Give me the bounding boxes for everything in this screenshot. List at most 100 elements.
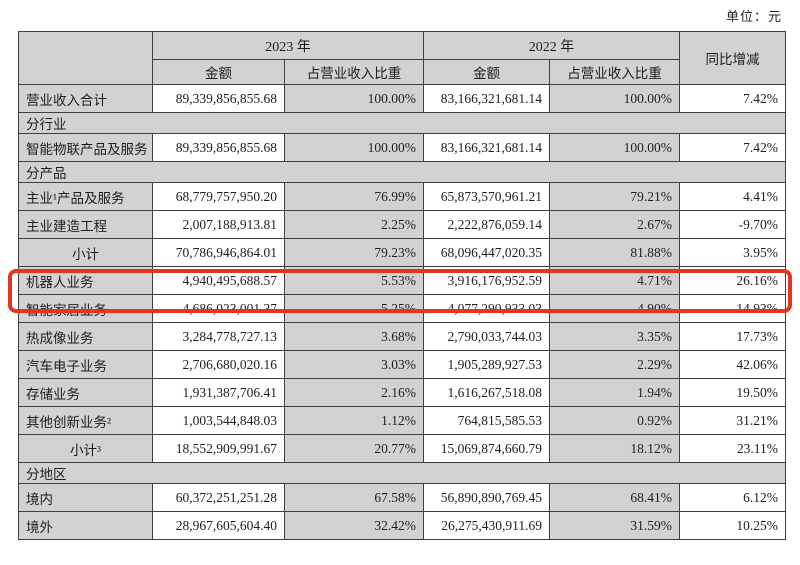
pct-2022-cell: 79.21%	[549, 182, 680, 211]
pct-2023-cell: 5.53%	[284, 266, 424, 295]
header-row-years: 2023 年 2022 年 同比增减	[18, 31, 786, 85]
amount-2022-cell: 3,916,176,952.59	[423, 266, 550, 295]
amount-2022-cell: 26,275,430,911.69	[423, 511, 550, 540]
yoy-cell: 26.16%	[679, 266, 786, 295]
header-yoy: 同比增减	[679, 31, 786, 85]
header-empty-cell	[18, 31, 153, 85]
header-pct-2022: 占营业收入比重	[549, 59, 680, 85]
unit-label: 单位：元	[725, 9, 782, 24]
yoy-cell: 7.42%	[679, 133, 786, 162]
pct-2022-cell: 18.12%	[549, 434, 680, 463]
pct-2022-cell: 2.67%	[549, 210, 680, 239]
table-row-subtotal-innovation: 小计³ 18,552,909,991.67 20.77% 15,069,874,…	[18, 434, 786, 463]
header-amount-2022: 金额	[423, 59, 550, 85]
table-row-main-products: 主业¹产品及服务 68,779,757,950.20 76.99% 65,873…	[18, 182, 786, 211]
amount-2023-cell: 68,779,757,950.20	[152, 182, 285, 211]
row-label: 主业¹产品及服务	[18, 182, 153, 211]
table-row-other-innovation: 其他创新业务² 1,003,544,848.03 1.12% 764,815,5…	[18, 406, 786, 435]
amount-2023-cell: 89,339,856,855.68	[152, 84, 285, 113]
pct-2022-cell: 68.41%	[549, 483, 680, 512]
yoy-cell: 4.41%	[679, 182, 786, 211]
header-amount-2023: 金额	[152, 59, 285, 85]
amount-2022-cell: 65,873,570,961.21	[423, 182, 550, 211]
amount-2022-cell: 764,815,585.53	[423, 406, 550, 435]
row-label: 智能家居业务	[18, 294, 153, 323]
table-row-subtotal-main: 小计 70,786,946,864.01 79.23% 68,096,447,0…	[18, 238, 786, 267]
revenue-table: 2023 年 2022 年 同比增减 金额 占营业收入比重 金额 占营业收入比重…	[18, 31, 786, 540]
pct-2023-cell: 32.42%	[284, 511, 424, 540]
pct-2023-cell: 76.99%	[284, 182, 424, 211]
pct-2023-cell: 20.77%	[284, 434, 424, 463]
yoy-cell: 10.25%	[679, 511, 786, 540]
table-row-thermal-imaging: 热成像业务 3,284,778,727.13 3.68% 2,790,033,7…	[18, 322, 786, 351]
table-row-automotive-electronics: 汽车电子业务 2,706,680,020.16 3.03% 1,905,289,…	[18, 350, 786, 379]
section-row-by-region: 分地区	[18, 462, 786, 484]
row-label: 汽车电子业务	[18, 350, 153, 379]
pct-2022-cell: 31.59%	[549, 511, 680, 540]
row-label: 智能物联产品及服务	[18, 133, 153, 162]
amount-2023-cell: 28,967,605,604.40	[152, 511, 285, 540]
row-label: 境外	[18, 511, 153, 540]
pct-2022-cell: 0.92%	[549, 406, 680, 435]
pct-2022-cell: 3.35%	[549, 322, 680, 351]
table-row-aiot-products: 智能物联产品及服务 89,339,856,855.68 100.00% 83,1…	[18, 133, 786, 162]
pct-2023-cell: 2.16%	[284, 378, 424, 407]
pct-2022-cell: 100.00%	[549, 133, 680, 162]
amount-2022-cell: 2,222,876,059.14	[423, 210, 550, 239]
amount-2023-cell: 2,706,680,020.16	[152, 350, 285, 379]
table-row-overseas: 境外 28,967,605,604.40 32.42% 26,275,430,9…	[18, 511, 786, 540]
pct-2022-cell: 81.88%	[549, 238, 680, 267]
row-label: 热成像业务	[18, 322, 153, 351]
section-label: 分行业	[18, 112, 786, 134]
pct-2022-cell: 1.94%	[549, 378, 680, 407]
row-label: 其他创新业务²	[18, 406, 153, 435]
amount-2023-cell: 18,552,909,991.67	[152, 434, 285, 463]
amount-2023-cell: 1,003,544,848.03	[152, 406, 285, 435]
header-row-sub: 金额 占营业收入比重 金额 占营业收入比重	[19, 59, 786, 85]
amount-2023-cell: 70,786,946,864.01	[152, 238, 285, 267]
amount-2022-cell: 15,069,874,660.79	[423, 434, 550, 463]
yoy-cell: 14.93%	[679, 294, 786, 323]
table-row-main-construction: 主业建造工程 2,007,188,913.81 2.25% 2,222,876,…	[18, 210, 786, 239]
pct-2022-cell: 4.71%	[549, 266, 680, 295]
pct-2023-cell: 1.12%	[284, 406, 424, 435]
yoy-cell: 6.12%	[679, 483, 786, 512]
amount-2022-cell: 68,096,447,020.35	[423, 238, 550, 267]
pct-2023-cell: 100.00%	[284, 133, 424, 162]
table-row-total-revenue: 营业收入合计 89,339,856,855.68 100.00% 83,166,…	[18, 84, 786, 113]
row-label: 小计³	[18, 434, 153, 463]
row-label: 营业收入合计	[18, 84, 153, 113]
pct-2023-cell: 100.00%	[284, 84, 424, 113]
yoy-cell: 19.50%	[679, 378, 786, 407]
section-label: 分地区	[18, 462, 786, 484]
amount-2022-cell: 56,890,890,769.45	[423, 483, 550, 512]
header-year-2023: 2023 年	[152, 31, 424, 60]
pct-2023-cell: 79.23%	[284, 238, 424, 267]
pct-2023-cell: 67.58%	[284, 483, 424, 512]
row-label: 存储业务	[18, 378, 153, 407]
section-label: 分产品	[18, 161, 786, 183]
yoy-cell: -9.70%	[679, 210, 786, 239]
amount-2023-cell: 1,931,387,706.41	[152, 378, 285, 407]
amount-2023-cell: 4,940,495,688.57	[152, 266, 285, 295]
table-row-domestic: 境内 60,372,251,251.28 67.58% 56,890,890,7…	[18, 483, 786, 512]
amount-2022-cell: 2,790,033,744.03	[423, 322, 550, 351]
amount-2022-cell: 83,166,321,681.14	[423, 84, 550, 113]
pct-2023-cell: 2.25%	[284, 210, 424, 239]
amount-2022-cell: 83,166,321,681.14	[423, 133, 550, 162]
row-label: 主业建造工程	[18, 210, 153, 239]
row-label: 境内	[18, 483, 153, 512]
section-row-by-product: 分产品	[18, 161, 786, 183]
section-row-by-industry: 分行业	[18, 112, 786, 134]
amount-2022-cell: 1,905,289,927.53	[423, 350, 550, 379]
pct-2022-cell: 100.00%	[549, 84, 680, 113]
header-year-2022: 2022 年	[423, 31, 680, 60]
amount-2022-cell: 1,616,267,518.08	[423, 378, 550, 407]
amount-2023-cell: 4,686,023,001.37	[152, 294, 285, 323]
pct-2022-cell: 2.29%	[549, 350, 680, 379]
yoy-cell: 3.95%	[679, 238, 786, 267]
yoy-cell: 23.11%	[679, 434, 786, 463]
table-row-robotics: 机器人业务 4,940,495,688.57 5.53% 3,916,176,9…	[18, 266, 786, 295]
pct-2022-cell: 4.90%	[549, 294, 680, 323]
pct-2023-cell: 5.25%	[284, 294, 424, 323]
